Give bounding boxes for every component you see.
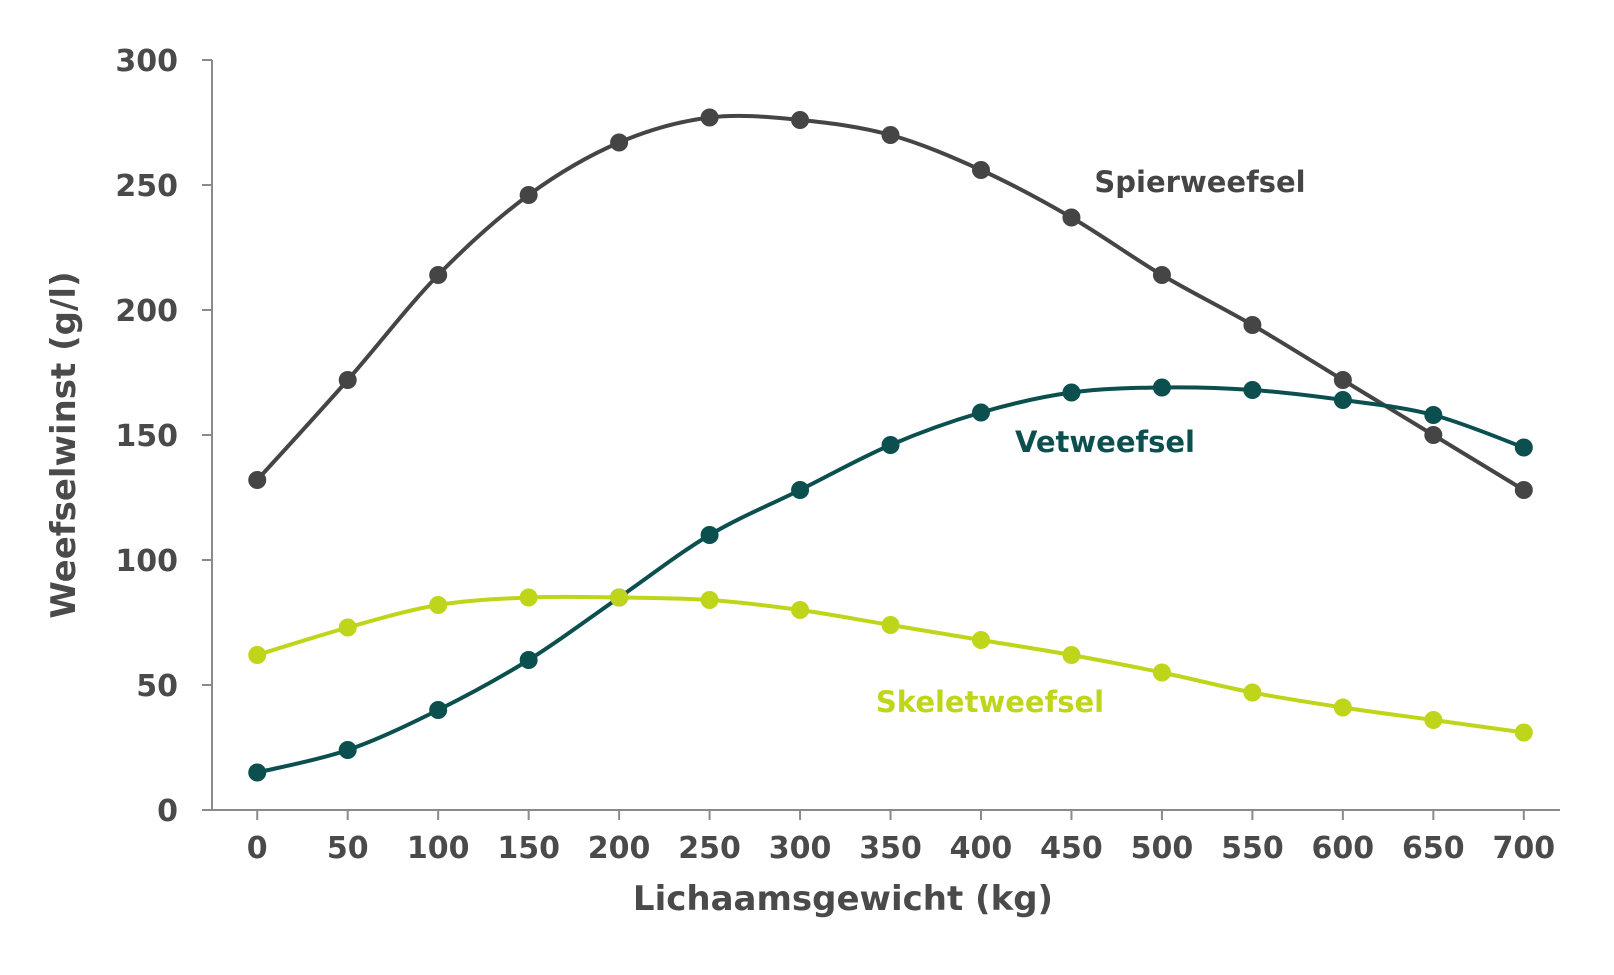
data-point-skeletweefsel [1152, 663, 1171, 682]
x-axis-title: Lichaamsgewicht (kg) [633, 879, 1053, 919]
data-point-spierweefsel [1243, 316, 1262, 334]
axes: 0 50 100 150 200 250 300 0 50 100 150 200 250 300 350… [115, 44, 1560, 866]
x-tick-label: 550 [1221, 831, 1284, 866]
x-tick-label: 250 [678, 831, 741, 866]
x-tick-label: 300 [769, 831, 832, 866]
x-tick-label: 350 [859, 831, 922, 866]
data-point-vetweefsel [429, 701, 448, 719]
data-point-spierweefsel [971, 161, 990, 179]
data-point-vetweefsel [881, 436, 900, 454]
data-point-skeletweefsel [791, 601, 810, 619]
data-point-vetweefsel [1062, 383, 1081, 402]
data-point-vetweefsel [248, 763, 267, 782]
data-point-spierweefsel [1152, 266, 1171, 284]
data-point-vetweefsel [1152, 378, 1171, 397]
data-point-vetweefsel [971, 403, 990, 422]
data-point-skeletweefsel [610, 588, 629, 607]
x-ticks: 0 50 100 150 200 250 300 350 400 450 500 550 600 650 7… [247, 810, 1555, 866]
data-point-skeletweefsel [519, 588, 538, 607]
data-point-skeletweefsel [700, 591, 719, 609]
series-layer [248, 108, 1533, 782]
data-point-skeletweefsel [1062, 646, 1081, 664]
data-point-vetweefsel [1243, 381, 1262, 399]
data-point-vetweefsel [1424, 406, 1443, 424]
y-tick-label: 150 [115, 419, 178, 454]
y-tick-label: 50 [136, 669, 178, 704]
x-tick-label: 100 [407, 831, 470, 866]
x-tick-label: 400 [950, 831, 1013, 866]
series-vetweefsel [248, 378, 1533, 782]
data-point-spierweefsel [1062, 208, 1081, 227]
data-point-spierweefsel [1424, 426, 1443, 444]
series-line-spierweefsel [255, 113, 1525, 492]
x-tick-label: 650 [1402, 831, 1465, 866]
series-line-vetweefsel [256, 385, 1525, 775]
x-tick-label: 450 [1040, 831, 1103, 866]
y-tick-label: 100 [115, 544, 178, 579]
data-point-spierweefsel [338, 371, 357, 389]
x-tick-label: 700 [1492, 831, 1555, 866]
series-spierweefsel [248, 108, 1533, 499]
data-point-spierweefsel [248, 471, 267, 489]
series-skeletweefsel [248, 588, 1533, 742]
data-point-vetweefsel [1514, 438, 1533, 457]
x-tick-label: 50 [327, 831, 369, 866]
series-labels: Spierweefsel Vetweefsel Skeletweefsel [876, 165, 1306, 719]
data-point-vetweefsel [1333, 391, 1352, 409]
data-point-vetweefsel [700, 526, 719, 544]
data-point-spierweefsel [429, 266, 448, 284]
data-point-skeletweefsel [881, 616, 900, 634]
data-point-vetweefsel [519, 651, 538, 669]
data-point-spierweefsel [519, 186, 538, 204]
data-point-vetweefsel [791, 481, 810, 499]
x-tick-label: 600 [1312, 831, 1375, 866]
data-point-spierweefsel [1333, 371, 1352, 389]
x-tick-label: 0 [247, 831, 268, 866]
series-label-vetweefsel: Vetweefsel [1015, 425, 1195, 459]
data-point-skeletweefsel [429, 596, 448, 614]
y-tick-label: 250 [115, 169, 178, 204]
x-tick-label: 200 [588, 831, 651, 866]
data-point-spierweefsel [700, 108, 719, 127]
data-point-spierweefsel [1514, 481, 1533, 499]
data-point-spierweefsel [610, 133, 629, 152]
data-point-vetweefsel [338, 741, 357, 759]
data-point-skeletweefsel [1514, 723, 1533, 742]
y-ticks: 0 50 100 150 200 250 300 [115, 44, 212, 829]
data-point-skeletweefsel [248, 646, 267, 664]
y-tick-label: 0 [157, 794, 178, 829]
data-point-skeletweefsel [1424, 711, 1443, 729]
data-point-skeletweefsel [971, 631, 990, 649]
data-point-spierweefsel [881, 126, 900, 144]
data-point-skeletweefsel [1333, 698, 1352, 717]
series-label-spierweefsel: Spierweefsel [1094, 165, 1305, 199]
y-axis-title: Weefselwinst (g/l) [44, 271, 84, 618]
data-point-spierweefsel [791, 111, 810, 129]
x-tick-label: 500 [1131, 831, 1194, 866]
x-tick-label: 150 [497, 831, 560, 866]
data-point-skeletweefsel [1243, 683, 1262, 702]
y-tick-label: 300 [115, 44, 178, 79]
series-label-skeletweefsel: Skeletweefsel [876, 685, 1104, 719]
y-tick-label: 200 [115, 294, 178, 329]
data-point-skeletweefsel [338, 618, 357, 637]
